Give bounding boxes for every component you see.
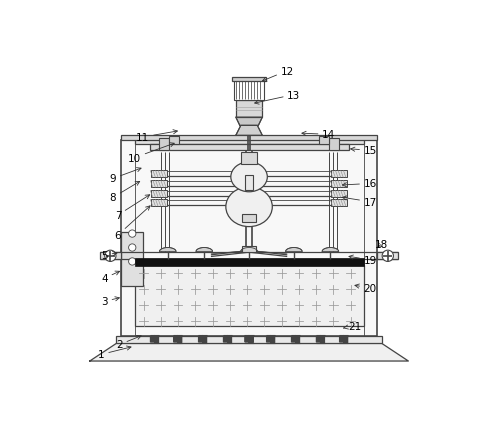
Circle shape xyxy=(129,244,136,252)
Polygon shape xyxy=(159,248,176,252)
Circle shape xyxy=(129,230,136,238)
Bar xyxy=(150,145,348,151)
Bar xyxy=(237,101,261,118)
Text: 10: 10 xyxy=(128,143,174,163)
Ellipse shape xyxy=(231,163,267,192)
Bar xyxy=(151,190,167,198)
Circle shape xyxy=(129,258,136,265)
Text: 2: 2 xyxy=(116,336,141,350)
Bar xyxy=(122,141,377,336)
Text: 17: 17 xyxy=(342,197,377,207)
Text: 15: 15 xyxy=(351,146,377,156)
Bar xyxy=(232,77,266,81)
Polygon shape xyxy=(241,248,258,252)
Bar xyxy=(243,214,256,222)
Bar xyxy=(151,200,167,207)
Text: 6: 6 xyxy=(115,206,150,240)
Text: 19: 19 xyxy=(349,255,377,265)
Polygon shape xyxy=(196,248,212,252)
Text: 1: 1 xyxy=(98,346,131,359)
Bar xyxy=(319,136,329,145)
Ellipse shape xyxy=(226,187,272,227)
Polygon shape xyxy=(236,118,262,126)
Bar xyxy=(243,247,256,252)
Polygon shape xyxy=(322,248,339,252)
Bar xyxy=(234,81,264,101)
Bar xyxy=(116,336,382,344)
Text: 20: 20 xyxy=(355,283,377,293)
Bar xyxy=(135,141,364,336)
Text: 12: 12 xyxy=(262,67,294,82)
Bar xyxy=(245,176,253,190)
Text: 18: 18 xyxy=(375,240,388,249)
Circle shape xyxy=(382,251,394,262)
Text: 4: 4 xyxy=(102,271,120,283)
Bar xyxy=(151,181,167,188)
Polygon shape xyxy=(90,344,408,361)
Bar xyxy=(122,232,143,287)
Text: 3: 3 xyxy=(102,297,120,307)
Bar xyxy=(135,259,364,266)
Bar xyxy=(100,252,122,260)
Text: 5: 5 xyxy=(102,250,117,260)
Polygon shape xyxy=(236,126,262,136)
Bar xyxy=(135,139,364,145)
Bar xyxy=(377,252,399,260)
Bar xyxy=(241,153,258,164)
Text: 7: 7 xyxy=(115,195,150,221)
Text: 9: 9 xyxy=(110,168,141,184)
Bar xyxy=(331,200,347,207)
Text: 13: 13 xyxy=(255,90,300,105)
Circle shape xyxy=(104,251,116,262)
Text: 14: 14 xyxy=(302,130,335,140)
Bar xyxy=(151,171,167,178)
Text: 21: 21 xyxy=(344,321,361,331)
Bar xyxy=(170,136,179,145)
Bar xyxy=(331,171,347,178)
Bar xyxy=(330,138,339,151)
Polygon shape xyxy=(286,248,302,252)
Text: 8: 8 xyxy=(110,182,139,203)
Bar xyxy=(159,138,169,151)
Text: 11: 11 xyxy=(136,130,177,143)
Bar xyxy=(135,265,364,326)
Text: 16: 16 xyxy=(342,179,377,189)
Bar xyxy=(331,181,347,188)
Bar xyxy=(331,190,347,198)
Bar xyxy=(122,136,377,141)
